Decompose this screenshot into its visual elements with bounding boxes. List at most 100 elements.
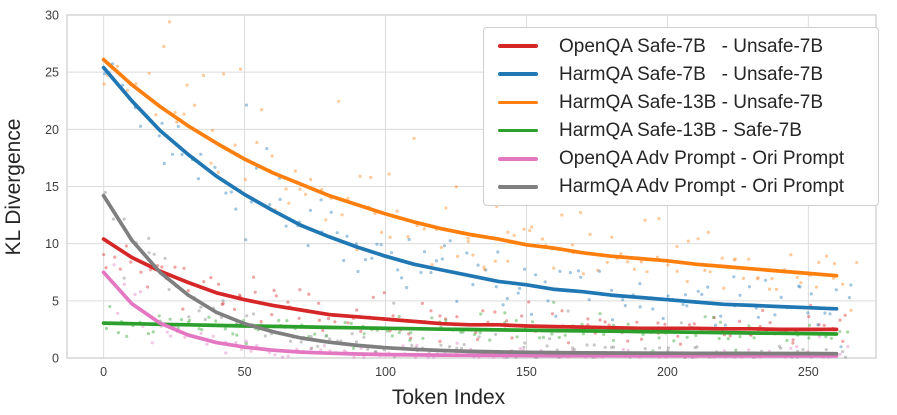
scatter-point (672, 339, 676, 343)
scatter-point (342, 258, 346, 263)
scatter-point (611, 338, 616, 343)
scatter-point (406, 235, 410, 239)
scatter-point (732, 275, 736, 279)
scatter-point (807, 336, 811, 340)
scatter-point (717, 336, 721, 341)
scatter-point (540, 237, 545, 241)
scatter-point (113, 255, 117, 259)
scatter-point (434, 259, 439, 263)
scatter-point (752, 336, 756, 340)
scatter-point (244, 339, 248, 343)
scatter-point (395, 209, 399, 213)
scatter-point (396, 268, 400, 272)
scatter-point (325, 333, 329, 338)
scatter-point (209, 276, 213, 280)
scatter-point (220, 302, 224, 306)
scatter-point (824, 348, 828, 352)
scatter-point (181, 307, 185, 311)
scatter-point (809, 292, 813, 296)
scatter-point (645, 270, 649, 274)
scatter-point (342, 349, 347, 353)
scatter-point (639, 260, 644, 264)
scatter-point (234, 207, 238, 211)
scatter-point (133, 292, 137, 297)
scatter-point (213, 165, 217, 169)
scatter-point (732, 258, 736, 262)
scatter-point (548, 337, 552, 341)
scatter-point (201, 73, 206, 77)
scatter-point (695, 345, 699, 349)
scatter-point (580, 322, 584, 326)
scatter-point (462, 343, 466, 347)
scatter-point (538, 336, 542, 340)
scatter-point (429, 309, 433, 313)
scatter-point (483, 268, 487, 272)
scatter-point (270, 154, 274, 158)
scatter-point (447, 345, 452, 349)
legend-item: HarmQA Safe-7B - Unsafe-7B (498, 60, 878, 88)
scatter-point (550, 332, 554, 336)
scatter-point (455, 341, 459, 345)
scatter-point (121, 83, 125, 87)
scatter-point (196, 177, 201, 181)
scatter-point (397, 331, 401, 335)
scatter-point (687, 323, 692, 327)
scatter-point (546, 299, 550, 303)
scatter-point (345, 234, 349, 238)
scatter-point (274, 294, 278, 298)
scatter-point (175, 120, 179, 124)
scatter-point (313, 332, 317, 336)
scatter-point (484, 268, 488, 272)
scatter-point (286, 300, 290, 304)
scatter-point (550, 312, 555, 316)
scatter-point (477, 335, 481, 339)
scatter-point (675, 244, 679, 249)
scatter-point (621, 298, 625, 302)
scatter-point (581, 332, 586, 336)
scatter-point (530, 225, 534, 229)
scatter-point (501, 303, 505, 307)
scatter-point (838, 330, 842, 334)
scatter-point (389, 251, 394, 255)
scatter-point (349, 321, 353, 325)
scatter-point (249, 349, 253, 353)
scatter-point (855, 261, 859, 265)
trend-line (101, 65, 839, 311)
scatter-point (359, 329, 363, 333)
legend-line-sample (498, 44, 538, 48)
scatter-point (366, 347, 370, 351)
scatter-point (407, 332, 411, 336)
scatter-point (183, 335, 187, 339)
scatter-point (243, 178, 247, 182)
scatter-point (493, 259, 497, 263)
scatter-point (512, 233, 516, 238)
scatter-point (494, 285, 498, 289)
scatter-point (572, 348, 576, 352)
scatter-point (108, 304, 112, 309)
scatter-point (552, 266, 556, 270)
scatter-point (718, 320, 723, 324)
scatter-point (454, 185, 458, 189)
scatter-point (356, 269, 360, 274)
scatter-point (523, 341, 527, 345)
scatter-point (706, 230, 711, 234)
scatter-point (322, 344, 326, 348)
scatter-point (165, 330, 169, 334)
scatter-point (510, 336, 514, 340)
scatter-point (309, 177, 313, 182)
scatter-point (514, 319, 518, 323)
scatter-point (683, 293, 688, 297)
scatter-point (557, 335, 561, 340)
scatter-point (401, 344, 405, 348)
scatter-point (657, 217, 661, 221)
scatter-point (603, 320, 607, 324)
scatter-point (238, 67, 243, 71)
scatter-point (160, 121, 164, 125)
scatter-point (726, 337, 730, 341)
scatter-point (278, 197, 282, 201)
scatter-point (843, 313, 847, 317)
scatter-point (693, 346, 697, 350)
scatter-point (696, 237, 700, 241)
scatter-point (265, 147, 269, 151)
scatter-point (455, 315, 459, 319)
